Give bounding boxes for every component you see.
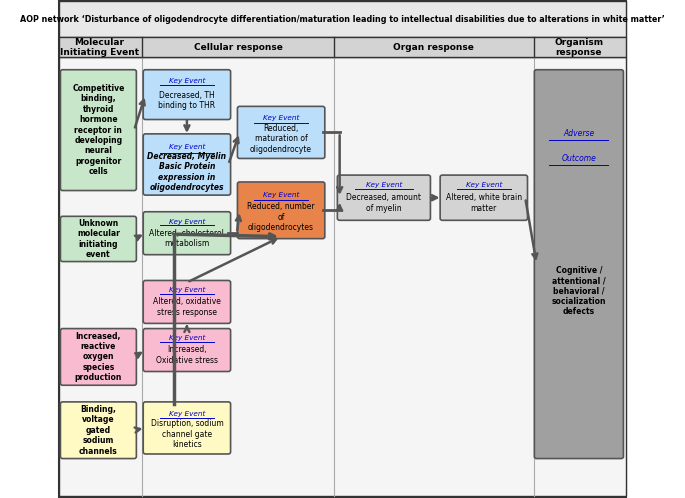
FancyBboxPatch shape [143,134,231,195]
FancyBboxPatch shape [60,329,136,385]
Text: Altered, white brain
matter: Altered, white brain matter [446,193,522,213]
Text: Cellular response: Cellular response [194,43,282,52]
Text: Competitive
binding,
thyroid
hormone
receptor in
developing
neural
progenitor
ce: Competitive binding, thyroid hormone rec… [72,84,125,176]
Text: AOP network ‘Disturbance of oligodendrocyte differentiation/maturation leading t: AOP network ‘Disturbance of oligodendroc… [20,15,665,24]
FancyBboxPatch shape [143,212,231,254]
Text: Key Event: Key Event [169,287,205,293]
Text: Key Event: Key Event [366,182,402,188]
Text: Cognitive /
attentional /
behavioral /
socialization
defects: Cognitive / attentional / behavioral / s… [551,266,606,316]
Text: Key Event: Key Event [466,182,502,188]
Text: Key Event: Key Event [263,191,299,198]
Text: Outcome: Outcome [562,154,597,163]
FancyBboxPatch shape [60,402,136,459]
Text: Altered, cholesterol
metabolism: Altered, cholesterol metabolism [149,229,225,248]
Text: Organism
response: Organism response [554,38,603,57]
Text: Key Event: Key Event [169,219,205,225]
Text: Increased,
Oxidative stress: Increased, Oxidative stress [156,346,218,365]
FancyBboxPatch shape [238,182,325,239]
Text: Decreased, TH
binding to THR: Decreased, TH binding to THR [158,91,216,110]
FancyBboxPatch shape [534,70,623,459]
Text: Key Event: Key Event [169,410,205,416]
FancyBboxPatch shape [337,175,430,220]
Text: Increased,
reactive
oxygen
species
production: Increased, reactive oxygen species produ… [75,332,122,382]
Text: Binding,
voltage
gated
sodium
channels: Binding, voltage gated sodium channels [79,405,118,456]
Bar [59,37,626,57]
FancyBboxPatch shape [60,216,136,261]
Text: Altered, oxidative
stress response: Altered, oxidative stress response [153,297,221,317]
Text: Reduced,
maturation of
oligodendrocyte: Reduced, maturation of oligodendrocyte [250,124,312,153]
Bar [59,1,626,37]
FancyBboxPatch shape [60,70,136,191]
Text: Adverse: Adverse [563,129,595,138]
Text: Unknown
molecular
initiating
event: Unknown molecular initiating event [77,219,120,259]
FancyBboxPatch shape [143,70,231,120]
FancyBboxPatch shape [143,280,231,323]
Text: Decreased, amount
of myelin: Decreased, amount of myelin [347,193,421,213]
FancyBboxPatch shape [238,107,325,158]
Text: Organ response: Organ response [393,43,474,52]
Text: Decreased, Myelin
Basic Protein
expression in
oligodendrocytes: Decreased, Myelin Basic Protein expressi… [147,152,227,192]
FancyBboxPatch shape [440,175,527,220]
Text: Key Event: Key Event [169,78,205,84]
Text: Reduced, number
of
oligodendrocytes: Reduced, number of oligodendrocytes [247,202,315,232]
Text: Molecular
Initiating Event: Molecular Initiating Event [60,38,139,57]
FancyBboxPatch shape [143,329,231,372]
FancyBboxPatch shape [143,402,231,454]
Text: Key Event: Key Event [263,115,299,121]
Bar [59,57,626,496]
Text: Disruption, sodium
channel gate
kinetics: Disruption, sodium channel gate kinetics [151,419,223,449]
Text: Key Event: Key Event [169,144,205,150]
Text: Key Event: Key Event [169,335,205,342]
